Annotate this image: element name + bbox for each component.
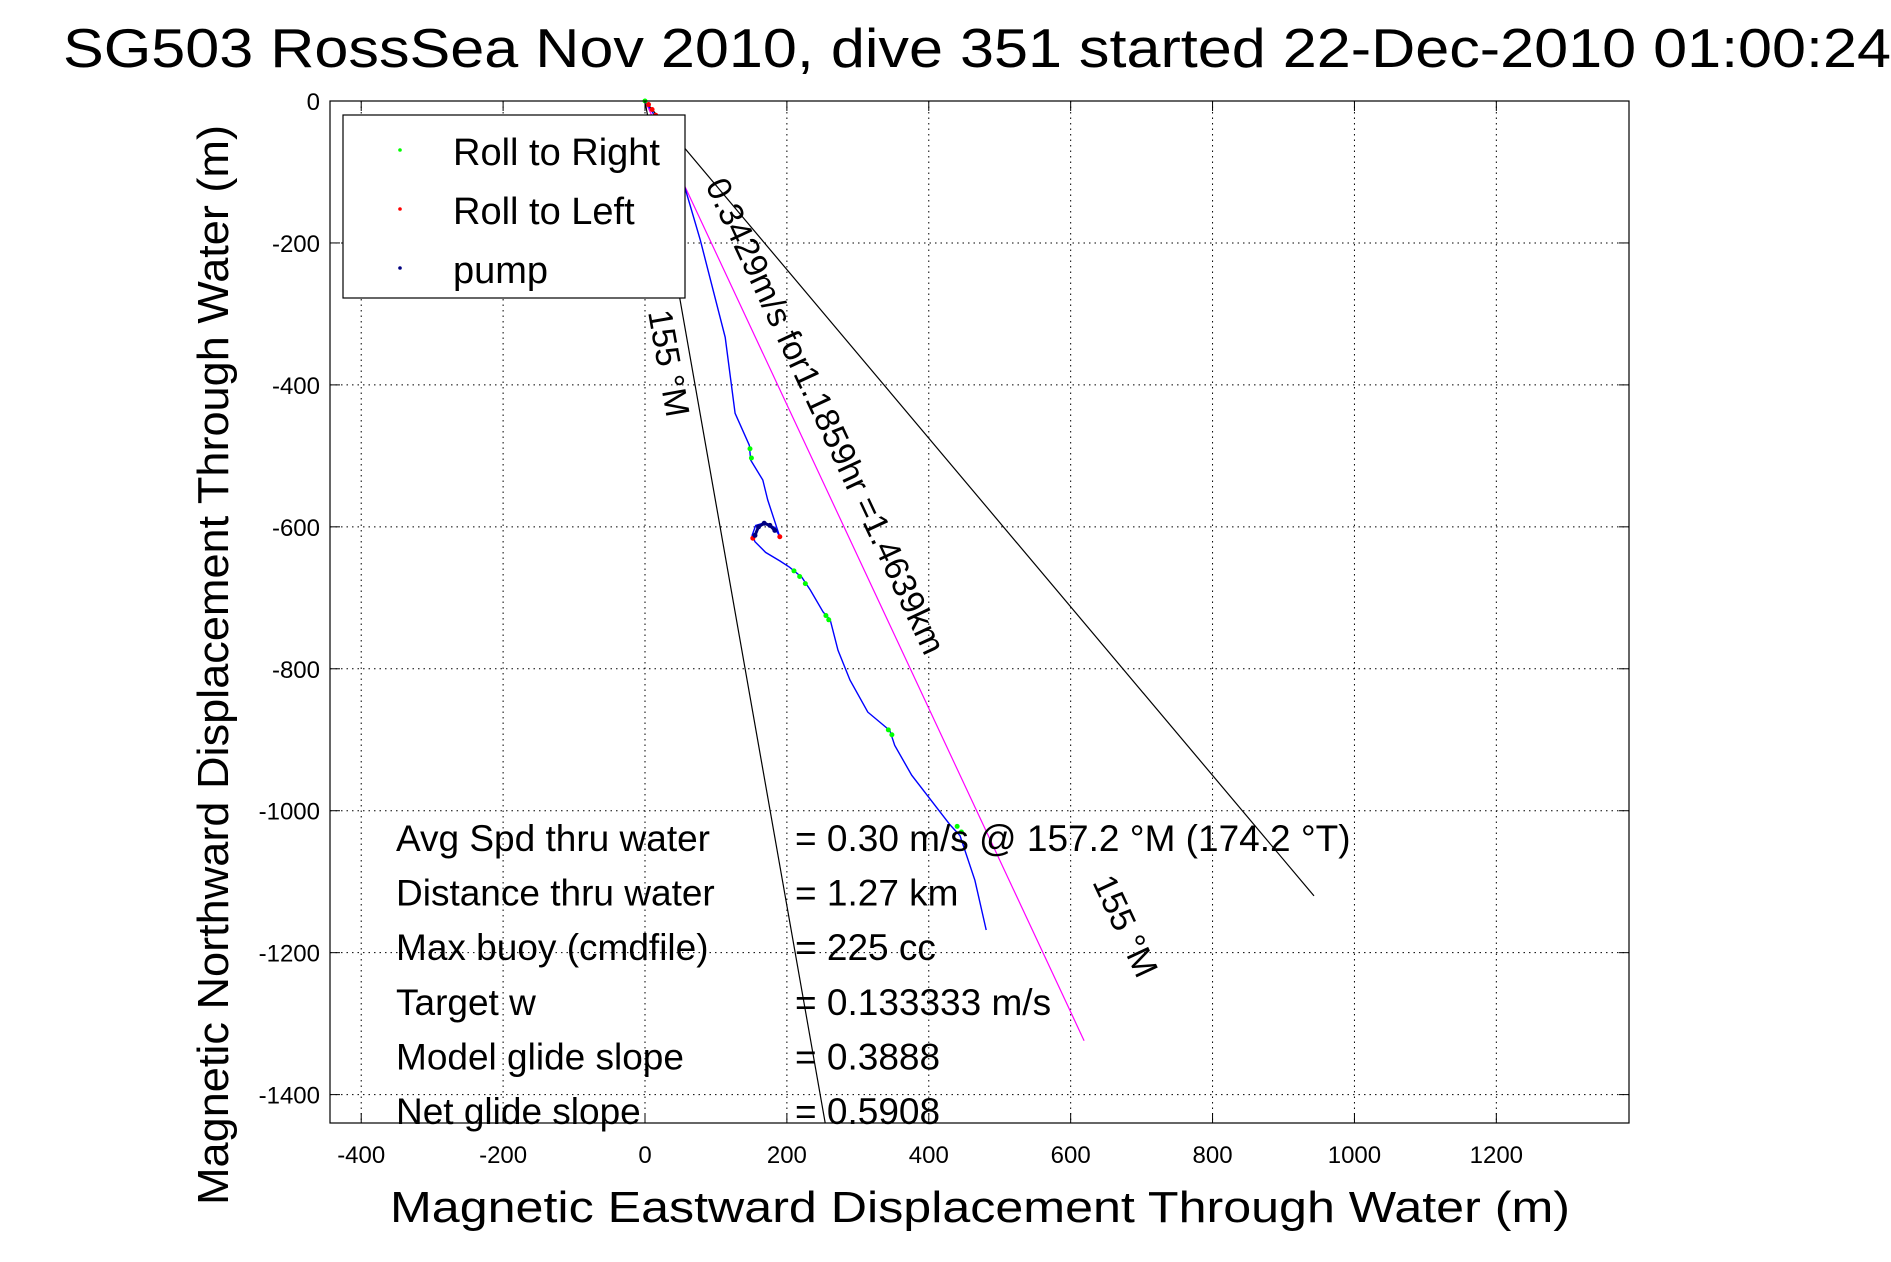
legend-label: Roll to Left <box>453 191 635 233</box>
x-axis-label: Magnetic Eastward Displacement Through W… <box>390 1183 1570 1232</box>
roll-to-right-point <box>797 574 803 580</box>
roll-to-right-point <box>889 732 895 738</box>
x-tick-label: 1200 <box>1470 1142 1523 1169</box>
legend-label: Roll to Right <box>453 132 660 174</box>
stat-value: = 0.133333 m/s <box>795 982 1051 1023</box>
roll-to-right-point <box>826 617 832 623</box>
x-tick-label: 200 <box>767 1142 807 1169</box>
pump-point <box>767 522 773 528</box>
x-tick-label: 1000 <box>1328 1142 1381 1169</box>
pump-point <box>752 532 758 538</box>
heading-bound-right-line <box>644 100 1315 897</box>
stats-block: Avg Spd thru water = 0.30 m/s @ 157.2 °M … <box>396 818 1351 1132</box>
x-tick-label: 0 <box>638 1142 651 1169</box>
stat-label: Net glide slope <box>396 1091 641 1132</box>
x-tick-label: -200 <box>479 1142 527 1169</box>
x-tick-label: 400 <box>909 1142 949 1169</box>
pump-point <box>756 524 762 530</box>
stat-label: Distance thru water <box>396 873 715 914</box>
roll-to-right-point <box>802 581 808 587</box>
roll-to-right-point <box>747 446 753 452</box>
y-tick-label: -200 <box>272 231 320 258</box>
roll-to-right-point <box>823 613 829 619</box>
stat-value: = 1.27 km <box>795 873 959 914</box>
roll-to-left-point <box>777 534 783 540</box>
legend-marker <box>398 148 402 152</box>
legend-marker <box>398 266 402 270</box>
y-axis-label: Magnetic Northward Displacement Through … <box>189 125 238 1205</box>
roll-to-right-point <box>954 823 960 829</box>
y-tick-label: -600 <box>272 515 320 542</box>
stat-label: Target w <box>396 982 536 1023</box>
stat-value: = 225 cc <box>795 927 936 968</box>
roll-to-right-point <box>958 829 964 835</box>
stat-value: = 0.3888 <box>795 1036 940 1077</box>
y-tick-label: -400 <box>272 373 320 400</box>
roll-to-left-point <box>649 107 655 113</box>
stat-label: Model glide slope <box>396 1036 684 1077</box>
y-tick-label: -800 <box>272 657 320 684</box>
plot-frame <box>329 100 1630 1124</box>
roll-to-right-point <box>748 455 754 461</box>
net-displacement-line <box>644 100 1085 1041</box>
y-tick-label: 0 <box>307 89 320 116</box>
x-tick-label: -400 <box>337 1142 385 1169</box>
stat-label: Avg Spd thru water <box>396 818 710 859</box>
roll-to-left-point <box>646 102 652 108</box>
pump-point <box>761 520 767 526</box>
y-tick-label: -1200 <box>259 941 320 968</box>
x-tick-label: 800 <box>1193 1142 1233 1169</box>
chart-title: SG503 RossSea Nov 2010, dive 351 started… <box>63 17 1891 79</box>
roll-to-right-point <box>791 568 797 574</box>
series-layer <box>642 98 1315 1124</box>
track-line <box>644 100 987 931</box>
stat-label: Max buoy (cmdfile) <box>396 927 709 968</box>
legend: Roll to Right Roll to Left pump <box>342 114 686 299</box>
legend-marker <box>398 207 402 211</box>
x-tick-label: 600 <box>1051 1142 1091 1169</box>
pump-point <box>772 527 778 533</box>
y-tick-label: -1000 <box>259 799 320 826</box>
legend-label: pump <box>453 250 548 292</box>
y-tick-label: -1400 <box>259 1083 320 1110</box>
roll-to-right-point <box>885 727 891 733</box>
stat-value: = 0.30 m/s @ 157.2 °M (174.2 °T) <box>795 818 1351 859</box>
stat-value: = 0.5908 <box>795 1091 940 1132</box>
axis-ticks: -400 -200 0 200 400 600 800 1000 1200 0 -200 -400 -6… <box>259 89 1629 1169</box>
